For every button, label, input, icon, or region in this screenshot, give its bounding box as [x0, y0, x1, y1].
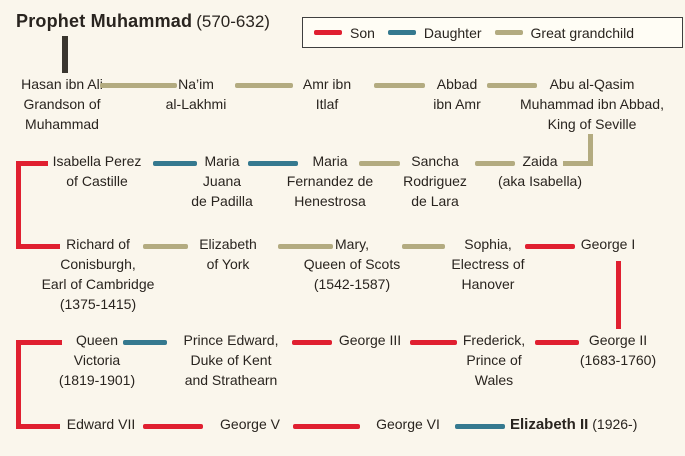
great-grandchild-connector — [374, 83, 425, 88]
node-hasan-ibn-ali: Hasan ibn Ali Grandson of Muhammad — [21, 76, 103, 132]
great-grandchild-line-swatch — [494, 30, 523, 35]
node-abu-al-qasim: Abu al-Qasim Muhammad ibn Abbad, King of… — [520, 76, 664, 132]
node-elizabeth-ii: Elizabeth II (1926-) — [510, 414, 680, 435]
node-george-ii: George II (1683-1760) — [579, 332, 657, 368]
node-amr-ibn-itlaf: Amr ibn Itlaf — [302, 76, 352, 112]
great-grandchild-connector — [487, 83, 537, 88]
son-descent-elbow — [16, 424, 60, 429]
legend-item-great-grandchild: Great grandchild — [494, 24, 635, 41]
great-grandchild-connector — [235, 83, 293, 88]
node-richard-of-conisburgh: Richard of Conisburgh, Earl of Cambridge… — [41, 236, 155, 312]
great-grandchild-descent-elbow — [563, 161, 593, 166]
node-maria-fernandez-de-henestrosa: Maria Fernandez de Henestrosa — [286, 153, 374, 209]
son-descent-elbow — [16, 161, 48, 166]
node-george-v: George V — [220, 416, 280, 432]
node-sophia-electress-of-hanover: Sophia, Electress of Hanover — [451, 236, 525, 292]
daughter-line-swatch — [387, 30, 416, 35]
node-isabella-perez: Isabella Perez of Castille — [52, 153, 142, 189]
node-sancha-rodriguez-de-lara: Sancha Rodriguez de Lara — [403, 153, 467, 209]
node-prince-edward: Prince Edward, Duke of Kent and Strathea… — [183, 332, 279, 388]
node-george-iii: George III — [338, 332, 402, 348]
node-frederick-prince-of-wales: Frederick, Prince of Wales — [462, 332, 526, 388]
son-connector — [535, 340, 579, 345]
legend-item-son: Son — [314, 25, 375, 41]
node-george-i: George I — [580, 236, 636, 252]
elizabeth-ii-name: Elizabeth II — [510, 416, 589, 433]
node-queen-victoria: Queen Victoria (1819-1901) — [58, 332, 136, 388]
legend-label-son: Son — [350, 24, 375, 41]
son-descent-line — [616, 261, 621, 329]
legend-label-great-grandchild: Great grandchild — [530, 24, 635, 41]
son-connector — [292, 340, 332, 345]
node-abbad-ibn-amr: Abbad ibn Amr — [433, 76, 481, 112]
daughter-connector — [248, 161, 298, 166]
node-george-vi: George VI — [376, 416, 440, 432]
muhammad-descent-line — [62, 36, 68, 73]
daughter-connector — [153, 161, 197, 166]
great-grandchild-connector — [100, 83, 177, 88]
son-descent-elbow — [16, 244, 60, 249]
daughter-connector — [455, 424, 505, 429]
page-title: Prophet Muhammad (570-632) — [16, 9, 270, 34]
node-naim-al-lakhmi: Na’im al-Lakhmi — [165, 76, 227, 112]
great-grandchild-descent-elbow — [588, 134, 593, 166]
great-grandchild-connector — [402, 244, 445, 249]
great-grandchild-connector — [359, 161, 400, 166]
elizabeth-ii-dates: (1926-) — [592, 416, 638, 432]
legend-label-daughter: Daughter — [423, 24, 482, 41]
son-descent-elbow — [16, 340, 62, 345]
son-line-swatch — [314, 30, 342, 35]
title-name: Prophet Muhammad — [16, 11, 193, 31]
daughter-connector — [123, 340, 167, 345]
great-grandchild-connector — [278, 244, 333, 249]
node-elizabeth-of-york: Elizabeth of York — [199, 236, 257, 272]
legend: Son Daughter Great grandchild — [302, 17, 683, 48]
great-grandchild-connector — [475, 161, 515, 166]
son-connector — [293, 424, 360, 429]
node-mary-queen-of-scots: Mary, Queen of Scots (1542-1587) — [303, 236, 401, 292]
son-connector — [143, 424, 203, 429]
legend-item-daughter: Daughter — [387, 24, 482, 41]
son-descent-elbow — [16, 161, 21, 249]
son-connector — [410, 340, 457, 345]
son-descent-elbow — [16, 340, 21, 429]
node-maria-juana-de-padilla: Maria Juana de Padilla — [191, 153, 253, 209]
node-zaida: Zaida (aka Isabella) — [497, 153, 583, 189]
son-connector — [525, 244, 575, 249]
node-edward-vii: Edward VII — [66, 416, 136, 432]
great-grandchild-connector — [143, 244, 188, 249]
title-dates: (570-632) — [196, 12, 270, 31]
